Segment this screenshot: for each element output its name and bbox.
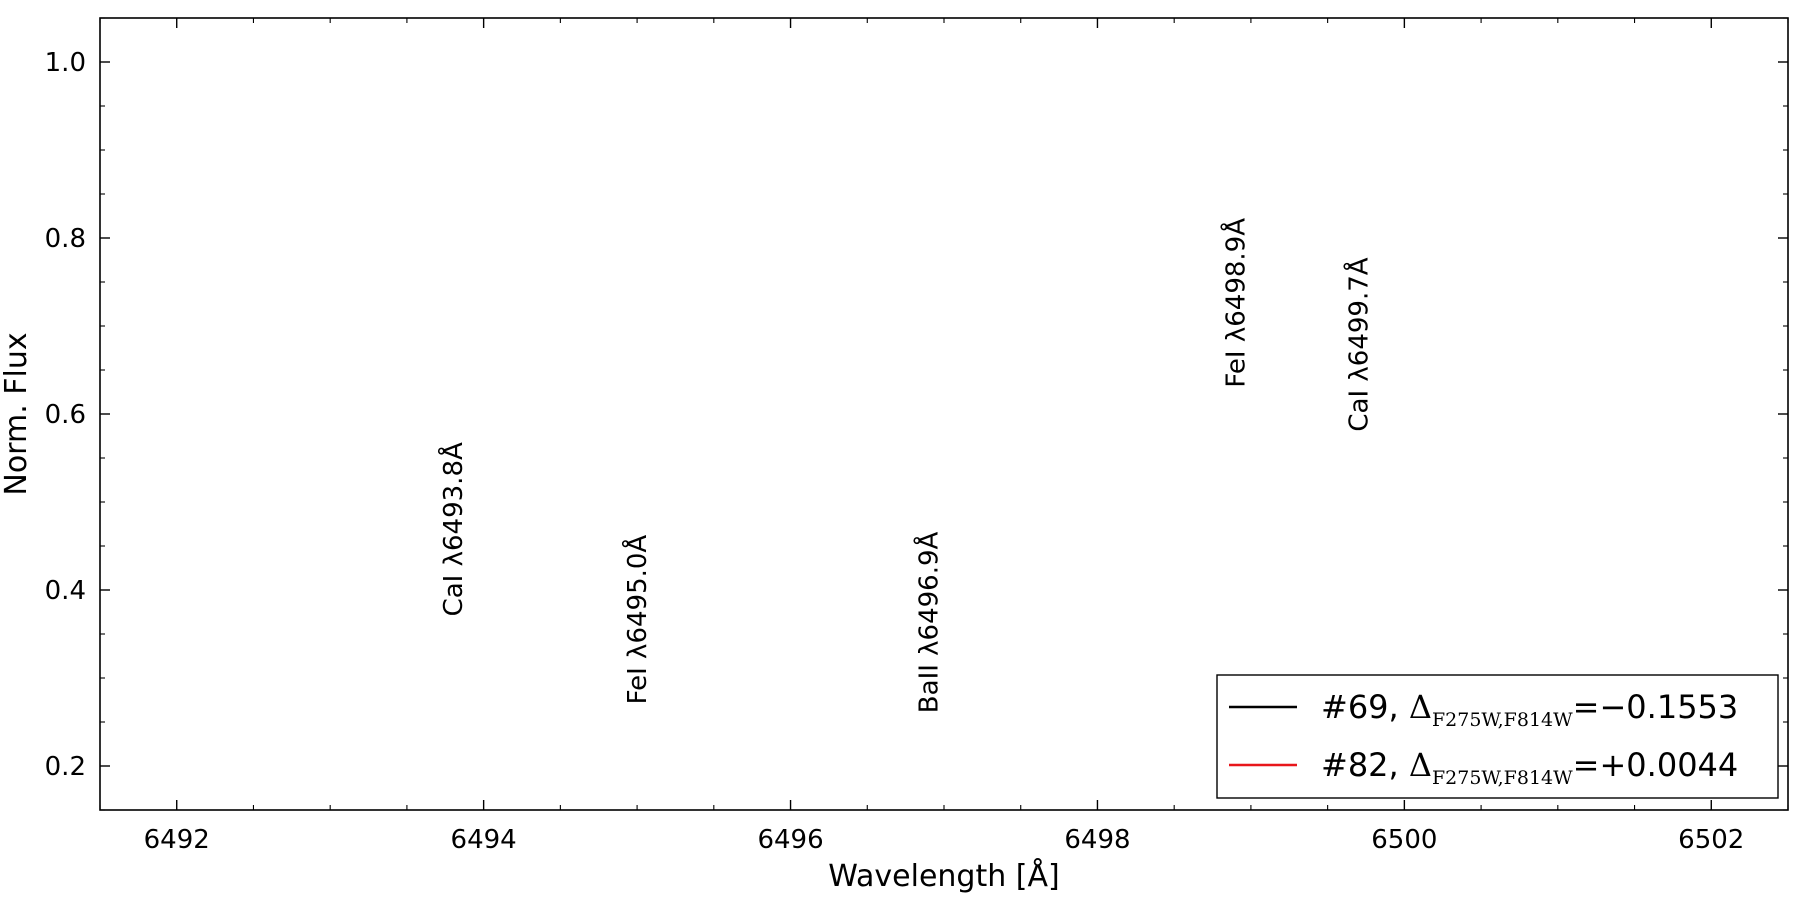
x-tick-label: 6494 xyxy=(451,825,517,855)
line-annotation: FeI λ6495.0Å xyxy=(621,535,653,705)
x-tick-label: 6500 xyxy=(1371,825,1437,855)
legend-label: #69, ΔF275W,F814W=−0.1553 xyxy=(1321,688,1738,731)
x-tick-label: 6492 xyxy=(144,825,210,855)
y-tick-label: 0.2 xyxy=(45,752,86,782)
axis-ticks: 6492 6494 6496 6498 6500 6502 0.2 0.4 0.6 0.8 1.0 xyxy=(45,17,1789,855)
y-tick-label: 0.8 xyxy=(45,224,86,254)
legend: #69, ΔF275W,F814W=−0.1553 #82, ΔF275W,F81… xyxy=(1216,674,1779,799)
x-tick-label: 6502 xyxy=(1678,825,1744,855)
y-tick-label: 0.4 xyxy=(45,576,86,606)
line-annotation: CaI λ6499.7Å xyxy=(1342,257,1374,431)
x-tick-label: 6498 xyxy=(1064,825,1130,855)
line-annotation: CaI λ6493.8Å xyxy=(437,442,469,616)
y-tick-label: 0.6 xyxy=(45,400,86,430)
legend-box xyxy=(1216,674,1779,799)
line-annotation: BaII λ6496.9Å xyxy=(913,531,945,713)
y-axis-title: Norm. Flux xyxy=(0,332,34,495)
line-annotations: CaI λ6493.8Å FeI λ6495.0Å BaII λ6496.9Å FeI… xyxy=(437,218,1374,713)
line-annotation: FeI λ6498.9Å xyxy=(1220,218,1252,388)
x-axis-title: Wavelength [Å] xyxy=(828,858,1059,894)
x-tick-label: 6496 xyxy=(757,825,823,855)
y-tick-label: 1.0 xyxy=(45,48,86,78)
legend-label: #82, ΔF275W,F814W=+0.0044 xyxy=(1321,746,1738,789)
